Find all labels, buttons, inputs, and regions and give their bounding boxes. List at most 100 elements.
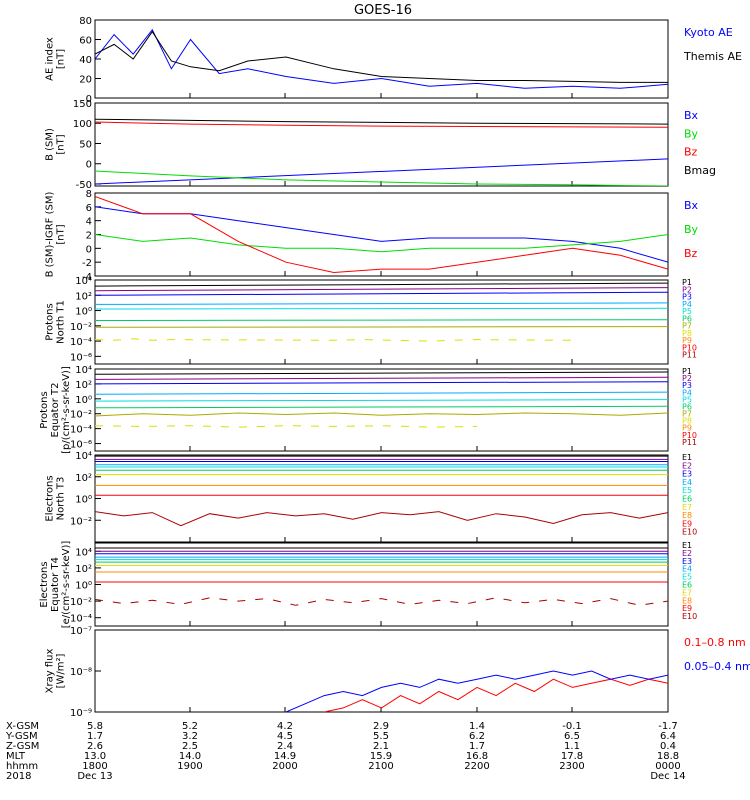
axis-row-value: 2100: [368, 761, 393, 772]
legend-entry: P10: [682, 431, 697, 440]
y-tick-label: 40: [79, 55, 92, 66]
panel-4: 10⁴ 10² 10⁰ 10⁻² 10⁻⁴ 10⁻⁶ Protons Equator T2 [p…: [39, 365, 697, 454]
y-axis-label: [nT]: [56, 49, 67, 69]
axis-row-value: 5.2: [182, 721, 198, 732]
y-axis-label: [nT]: [56, 224, 67, 244]
y-axis-label: Electrons: [45, 475, 56, 521]
legend-entry: E4: [682, 565, 692, 574]
y-tick-label: 10⁻⁷: [70, 626, 92, 637]
y-tick-label: 10²: [75, 473, 92, 484]
axis-row-value: 14.9: [274, 751, 296, 762]
axis-row-value: 2.5: [182, 741, 198, 752]
y-tick-label: 150: [73, 99, 92, 110]
y-tick-label: 10⁻⁴: [70, 337, 92, 348]
axis-row-value: 2.4: [277, 741, 293, 752]
axis-row-value: 1900: [177, 761, 202, 772]
legend-entry: Bz: [684, 247, 698, 260]
legend-entry: E1: [682, 453, 692, 462]
legend-entry: P9: [682, 336, 692, 345]
axis-row-value: -1.7: [658, 721, 678, 732]
y-tick-label: 10⁰: [75, 307, 92, 318]
axis-row-label: X-GSM: [6, 721, 39, 732]
y-axis-label: North T3: [56, 477, 67, 521]
legend-entry: E4: [682, 478, 692, 487]
series-line-p8: [95, 338, 573, 342]
legend-entry: P6: [682, 402, 692, 411]
axis-row-value: 2300: [559, 761, 584, 772]
y-tick-label: 2: [86, 231, 92, 242]
axis-row-value: 2200: [464, 761, 489, 772]
legend-entry: E3: [682, 470, 692, 479]
figure-title: GOES-16: [354, 3, 412, 18]
legend-entry: P7: [682, 410, 692, 419]
series-line-bz: [95, 121, 668, 128]
series-line-p4: [95, 302, 668, 305]
panel-0: 0 20 40 60 80 AE index [nT] Kyoto AE Themis AE: [45, 16, 742, 105]
legend-entry: E7: [682, 503, 692, 512]
legend-entry: Bz: [684, 146, 698, 159]
y-tick-label: 10⁻⁴: [70, 614, 92, 625]
y-tick-label: 0: [86, 244, 92, 255]
series-line-p1: [95, 282, 668, 287]
series-line-p4: [95, 391, 668, 395]
series-group: [285, 670, 668, 712]
series-line-themis-ae: [95, 30, 668, 83]
axis-row-value: -0.1: [562, 721, 582, 732]
y-axis-label: B (SM): [45, 128, 56, 161]
legend-entry: P4: [682, 388, 692, 397]
legend-entry: By: [684, 223, 699, 236]
panel-6: 10⁴ 10² 10⁰ 10⁻² 10⁻⁴ Electrons Equator T4 [e/(…: [39, 541, 697, 629]
axis-row-value: 17.8: [561, 751, 583, 762]
y-tick-label: 10⁴: [75, 365, 92, 376]
legend-entry: E5: [682, 573, 692, 582]
legend-entry: P3: [682, 293, 692, 302]
y-axis-label: [W/m²]: [56, 653, 67, 688]
series-line-p2: [95, 287, 668, 292]
y-tick-label: 10⁻²: [70, 516, 92, 527]
y-tick-label: -2: [82, 258, 92, 269]
y-axis-label: Equator T2: [50, 383, 61, 438]
series-line-bx: [95, 158, 668, 185]
axis-row-value: Dec 13: [77, 771, 112, 782]
axis-row-value: 16.8: [466, 751, 488, 762]
panel-frame: [94, 629, 669, 713]
legend-entry: P7: [682, 322, 692, 331]
series-group: [95, 282, 668, 342]
y-tick-label: 10⁰: [75, 581, 92, 592]
y-tick-label: 4: [86, 217, 92, 228]
axis-row-value: 1.1: [564, 741, 580, 752]
legend-entry: E9: [682, 604, 692, 613]
panel-1: -50 0 50 100 150 B (SM) [nT] Bx By Bz Bmag: [45, 99, 717, 191]
series-line-by: [95, 170, 668, 186]
legend-entry: E8: [682, 596, 692, 605]
y-tick-label: 10²: [75, 291, 92, 302]
series-line-p3: [95, 381, 668, 385]
series-line-p8: [95, 425, 478, 428]
panel-frame: [94, 542, 669, 627]
legend-entry: P11: [682, 438, 697, 447]
legend-entry: 0.05–0.4 nm: [684, 660, 750, 673]
y-axis-label: Xray flux: [45, 649, 56, 694]
axis-row-value: 4.2: [277, 721, 293, 732]
axis-row-value: 2.9: [373, 721, 389, 732]
axis-row-value: 5.5: [373, 731, 389, 742]
axis-row-label: MLT: [6, 751, 26, 762]
axis-row-value: 0.4: [660, 741, 676, 752]
y-axis-label: [p/(cm²-s-sr-keV)]: [61, 366, 72, 454]
y-tick-label: 10⁻²: [70, 410, 92, 421]
y-tick-label: 0: [86, 160, 92, 171]
axis-row-value: 3.2: [182, 731, 198, 742]
series-line-p6: [95, 319, 668, 321]
legend-entry: P6: [682, 314, 692, 323]
legend-entry: P8: [682, 329, 692, 338]
series-line-kyoto-ae: [95, 28, 668, 89]
legend-entry: E2: [682, 461, 692, 470]
y-axis-label: [nT]: [56, 134, 67, 154]
y-tick-label: 10⁻⁶: [70, 352, 92, 363]
axis-row-label: 2018: [6, 771, 31, 782]
series-line-p2: [95, 376, 668, 380]
series-group: [95, 118, 668, 186]
series-line-p7: [95, 412, 668, 417]
axis-row-value: 6.4: [660, 731, 676, 742]
